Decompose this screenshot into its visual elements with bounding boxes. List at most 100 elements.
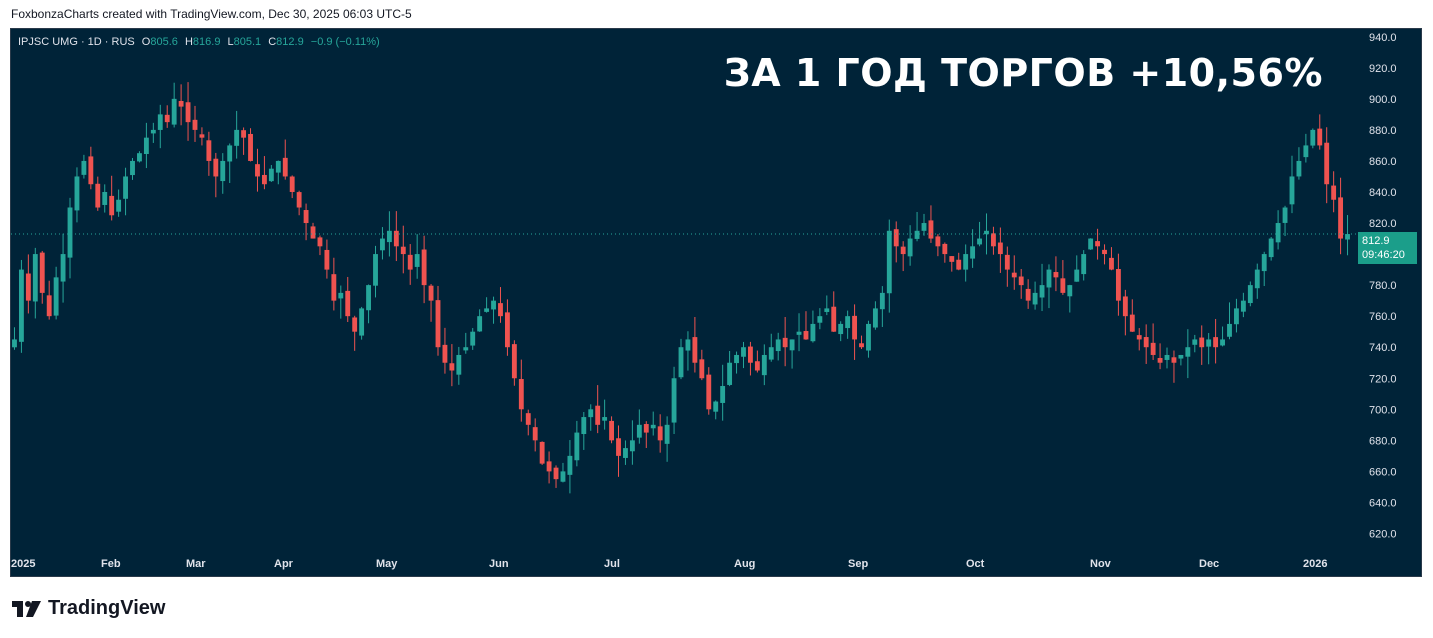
candle-body: [900, 246, 906, 255]
candle-body: [532, 427, 538, 441]
candle-body: [32, 254, 38, 302]
candle-body: [699, 359, 705, 379]
y-tick-label: 820.0: [1369, 218, 1397, 230]
headline-annotation: ЗА 1 ГОД ТОРГОВ +10,56%: [723, 51, 1323, 95]
candle-body: [463, 347, 469, 351]
candle-body: [1067, 285, 1073, 297]
candle-body: [268, 168, 274, 182]
candle-body: [393, 230, 399, 247]
tradingview-logo[interactable]: TradingView: [12, 597, 165, 620]
candle-body: [81, 160, 87, 175]
candle-body: [525, 413, 531, 425]
candle-body: [754, 361, 760, 371]
candle-body: [1115, 269, 1121, 301]
candle-body: [1088, 238, 1094, 250]
y-tick-label: 680.0: [1369, 435, 1397, 447]
change-value: −0.9 (−0.11%): [310, 36, 380, 48]
candle-body: [470, 331, 476, 346]
candle-body: [1303, 145, 1309, 158]
candle-body: [88, 156, 94, 185]
candle-body: [1025, 288, 1031, 301]
candle-body: [504, 312, 510, 348]
candle-body: [588, 409, 594, 418]
candle-body: [442, 344, 448, 363]
candle-body: [734, 354, 739, 364]
candle-body: [12, 339, 17, 348]
candle-body: [984, 230, 989, 235]
candle-body: [1227, 323, 1232, 337]
candle-body: [25, 273, 31, 301]
candle-body: [970, 246, 976, 259]
candle-body: [130, 160, 135, 176]
candle-body: [879, 292, 885, 310]
x-tick-label: Mar: [186, 558, 206, 570]
candle-body: [609, 420, 614, 441]
candle-body: [345, 290, 351, 317]
candle-body: [1206, 339, 1212, 347]
high-key: H: [184, 36, 193, 48]
y-tick-label: 880.0: [1369, 125, 1397, 137]
candle-body: [1282, 207, 1288, 223]
chart-frame[interactable]: 940.0920.0900.0880.0860.0840.0820.0800.0…: [10, 28, 1422, 577]
candle-body: [567, 455, 573, 475]
candle-body: [539, 441, 545, 464]
candle-body: [1018, 276, 1024, 286]
candle-body: [581, 417, 587, 435]
candle-body: [977, 238, 982, 245]
x-tick-label: Sep: [848, 558, 868, 570]
candle-body: [1046, 269, 1052, 288]
candle-body: [928, 220, 934, 239]
candle-body: [366, 285, 371, 311]
candle-body: [255, 164, 260, 177]
candle-body: [428, 285, 434, 301]
candle-body: [1220, 339, 1225, 346]
y-tick-label: 840.0: [1369, 187, 1397, 199]
candle-body: [866, 323, 871, 351]
candle-body: [1331, 185, 1337, 200]
candle-body: [1234, 308, 1239, 325]
candle-body: [956, 259, 962, 270]
candle-body: [518, 379, 524, 410]
candle-body: [761, 354, 767, 376]
candle-body: [1122, 296, 1128, 317]
candle-body: [386, 230, 392, 243]
candle-body: [1129, 314, 1135, 332]
open-value: 805.6: [150, 36, 178, 48]
candle-body: [893, 229, 899, 247]
candle-body: [164, 114, 170, 123]
candle-body: [67, 207, 73, 258]
candle-body: [838, 323, 844, 335]
candle-body: [810, 323, 816, 342]
x-tick-label: Aug: [734, 558, 755, 570]
candle-body: [859, 343, 864, 348]
candle-body: [1240, 300, 1246, 312]
y-tick-label: 700.0: [1369, 404, 1397, 416]
x-tick-label: Jul: [604, 558, 620, 570]
candle-body: [1143, 337, 1149, 348]
high-value: 816.9: [192, 36, 221, 48]
candle-body: [39, 252, 45, 293]
candle-body: [1136, 335, 1142, 340]
candle-body: [1039, 285, 1045, 298]
candle-body: [713, 401, 719, 412]
candle-body: [324, 249, 330, 270]
candlestick-chart[interactable]: 940.0920.0900.0880.0860.0840.0820.0800.0…: [11, 29, 1422, 577]
candle-body: [400, 246, 406, 255]
candle-body: [623, 448, 628, 458]
candle-body: [775, 339, 781, 352]
candle-body: [650, 424, 656, 429]
candle-body: [248, 133, 253, 161]
candle-body: [942, 243, 948, 255]
candle-body: [227, 145, 233, 162]
open-key: O: [141, 36, 151, 48]
y-tick-label: 860.0: [1369, 156, 1397, 168]
y-tick-label: 640.0: [1369, 497, 1397, 509]
candle-body: [872, 308, 878, 328]
candle-body: [574, 432, 580, 461]
candle-body: [636, 424, 642, 438]
x-tick-label: 2025: [11, 558, 35, 570]
candle-body: [275, 160, 281, 173]
candle-body: [1338, 197, 1344, 239]
candle-body: [796, 331, 802, 335]
x-tick-label: Jun: [489, 558, 509, 570]
